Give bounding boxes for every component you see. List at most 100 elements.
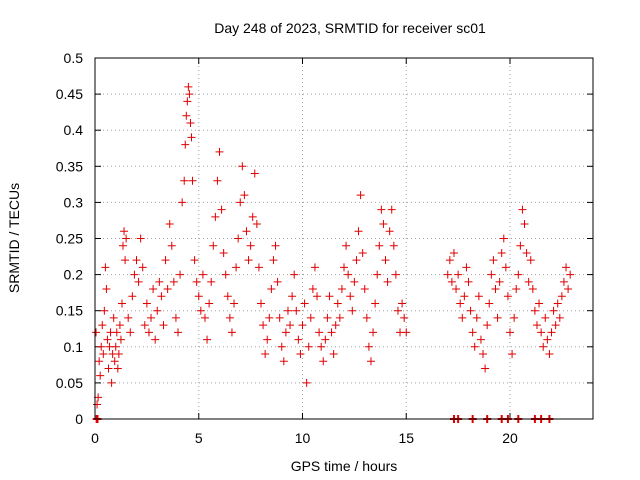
data-point — [261, 350, 270, 359]
data-point — [182, 111, 191, 120]
data-point — [147, 313, 156, 322]
x-axis-label: GPS time / hours — [291, 458, 398, 474]
data-point — [385, 227, 394, 236]
data-point — [360, 285, 369, 294]
data-point — [383, 277, 392, 286]
data-point — [329, 350, 338, 359]
data-point — [124, 313, 133, 322]
data-point — [391, 270, 400, 279]
data-point — [315, 328, 324, 337]
data-point — [485, 299, 494, 308]
data-point — [294, 335, 303, 344]
data-point — [171, 313, 180, 322]
data-point — [547, 328, 556, 337]
data-point — [281, 328, 290, 337]
y-tick-label: 0.4 — [64, 122, 84, 138]
data-point — [489, 256, 498, 265]
data-point — [263, 335, 272, 344]
data-point — [138, 263, 147, 272]
data-point — [559, 277, 568, 286]
data-point — [325, 292, 334, 301]
data-point — [474, 292, 483, 301]
data-point — [514, 270, 523, 279]
data-point — [252, 220, 261, 229]
data-point — [512, 285, 521, 294]
data-point — [499, 234, 508, 243]
data-point — [566, 270, 575, 279]
data-point — [310, 263, 319, 272]
data-point — [116, 335, 125, 344]
data-point — [238, 162, 247, 171]
data-point — [352, 256, 361, 265]
data-point — [476, 335, 485, 344]
data-point — [462, 263, 471, 272]
data-point — [323, 313, 332, 322]
data-point — [114, 350, 123, 359]
data-point — [528, 285, 537, 294]
data-point — [178, 198, 187, 207]
data-point — [128, 292, 137, 301]
data-point — [472, 313, 481, 322]
y-tick-label: 0.5 — [64, 50, 84, 66]
y-tick-label: 0.3 — [64, 194, 84, 210]
data-point — [176, 270, 185, 279]
data-point — [130, 270, 139, 279]
data-point — [497, 248, 506, 257]
data-point — [104, 364, 113, 373]
data-point — [543, 335, 552, 344]
data-point — [371, 299, 380, 308]
data-point — [97, 342, 106, 351]
data-point — [142, 299, 151, 308]
data-point — [551, 321, 560, 330]
data-point — [549, 306, 558, 315]
data-point — [304, 342, 313, 351]
x-tick-label: 15 — [398, 430, 414, 446]
data-point — [292, 306, 301, 315]
data-point — [524, 277, 533, 286]
data-point — [454, 270, 463, 279]
data-point — [185, 90, 194, 99]
data-point — [445, 256, 454, 265]
data-point — [535, 299, 544, 308]
data-point — [449, 248, 458, 257]
data-point — [167, 241, 176, 250]
data-point — [398, 299, 407, 308]
data-point — [362, 313, 371, 322]
data-point — [464, 277, 473, 286]
data-point — [209, 241, 218, 250]
data-point — [269, 256, 278, 265]
data-point — [319, 357, 328, 366]
x-tick-label: 5 — [195, 430, 203, 446]
x-tick-label: 20 — [502, 430, 518, 446]
data-point — [300, 299, 309, 308]
data-point — [344, 270, 353, 279]
data-point — [555, 313, 564, 322]
data-point — [93, 400, 102, 409]
data-point — [265, 313, 274, 322]
data-point — [288, 292, 297, 301]
data-point — [113, 364, 122, 373]
data-point — [335, 313, 344, 322]
data-point — [122, 234, 131, 243]
data-point — [232, 263, 241, 272]
data-point — [244, 256, 253, 265]
data-point — [358, 248, 367, 257]
data-point — [183, 97, 192, 106]
data-point — [110, 357, 119, 366]
data-point — [389, 241, 398, 250]
data-point — [165, 220, 174, 229]
data-point — [103, 335, 112, 344]
data-point — [466, 306, 475, 315]
data-point — [452, 285, 461, 294]
data-point — [271, 241, 280, 250]
data-point — [236, 198, 245, 207]
axis-ticks — [94, 57, 593, 420]
data-point — [151, 335, 160, 344]
data-point — [510, 313, 519, 322]
data-point — [101, 263, 110, 272]
data-point — [331, 321, 340, 330]
chart-title: Day 248 of 2023, SRMTID for receiver sc0… — [214, 20, 486, 36]
data-point — [200, 313, 209, 322]
data-point — [313, 292, 322, 301]
data-point — [95, 357, 104, 366]
